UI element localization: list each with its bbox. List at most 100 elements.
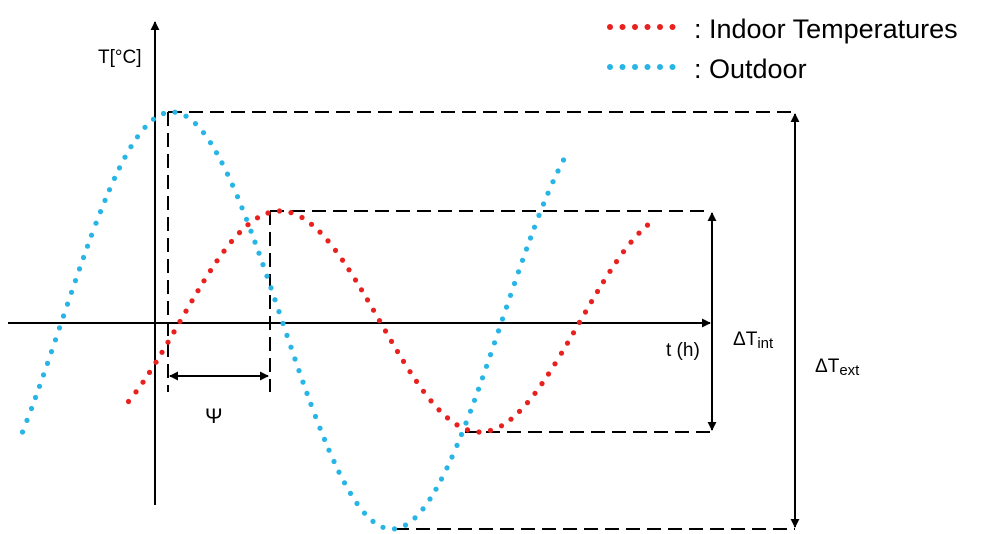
outdoor-curve-dot bbox=[60, 313, 67, 319]
outdoor-curve-dot bbox=[172, 109, 178, 115]
indoor-curve-dot bbox=[613, 259, 620, 265]
delta-ext-label: ΔText bbox=[815, 356, 860, 379]
outdoor-curve-dot bbox=[84, 243, 91, 249]
indoor-curve-dot bbox=[508, 416, 514, 422]
outdoor-curve-dot bbox=[380, 524, 386, 530]
outdoor-curve-dot bbox=[116, 165, 123, 171]
outdoor-curve-dot bbox=[545, 190, 551, 196]
outdoor-curve-dot bbox=[536, 212, 542, 218]
indoor-curve-dot bbox=[352, 277, 359, 283]
outdoor-curve-dot bbox=[503, 304, 510, 310]
outdoor-curve-dot bbox=[213, 150, 220, 156]
outdoor-curve-dot bbox=[515, 269, 522, 275]
indoor-curve-dot bbox=[400, 358, 407, 364]
indoor-curve-dot bbox=[394, 348, 401, 355]
indoor-curve-dot bbox=[516, 408, 523, 414]
outdoor-curve-dot bbox=[284, 332, 290, 338]
indoor-curve-dot bbox=[545, 371, 552, 377]
outdoor-curve-dot bbox=[19, 429, 26, 435]
outdoor-curve-dot bbox=[444, 465, 450, 471]
outdoor-curve-dot bbox=[402, 522, 409, 528]
outdoor-curve-dot bbox=[40, 372, 47, 378]
indoor-curve-dot bbox=[339, 257, 346, 263]
outdoor-curve-dot bbox=[531, 224, 538, 230]
legend: : Indoor Temperatures : Outdoor bbox=[607, 14, 958, 84]
indoor-curve-dot bbox=[588, 299, 595, 305]
outdoor-curve-dot bbox=[97, 209, 104, 215]
outdoor-curve-dot bbox=[248, 228, 254, 234]
outdoor-curve-dot bbox=[560, 157, 567, 163]
outdoor-curve-dot bbox=[76, 266, 83, 272]
indoor-curve-dot bbox=[177, 318, 183, 325]
indoor-curve-dot bbox=[245, 222, 251, 228]
outdoor-temperature-curve bbox=[19, 109, 567, 532]
outdoor-curve-dot bbox=[519, 257, 526, 263]
outdoor-curve-dot bbox=[272, 297, 278, 303]
indoor-curve-dot bbox=[636, 230, 642, 236]
outdoor-curve-dot bbox=[454, 442, 460, 448]
outdoor-curve-dot bbox=[111, 175, 118, 181]
indoor-curve-dot bbox=[539, 381, 545, 387]
outdoor-curve-dot bbox=[44, 360, 51, 366]
indoor-curve-dot bbox=[607, 268, 613, 274]
indoor-curve-dot bbox=[444, 415, 451, 421]
outdoor-curve-dot bbox=[300, 379, 306, 385]
outdoor-curve-dot bbox=[102, 197, 108, 203]
indoor-curve-dot bbox=[308, 221, 315, 227]
indoor-curve-dot bbox=[159, 349, 165, 355]
outdoor-curve-dot bbox=[224, 171, 231, 177]
indoor-curve-dot bbox=[576, 319, 583, 325]
indoor-curve-dot bbox=[552, 361, 558, 367]
indoor-curve-dot bbox=[125, 398, 132, 405]
outdoor-curve-dot bbox=[264, 273, 270, 279]
indoor-curve-dot bbox=[644, 222, 651, 228]
indoor-curve-dot bbox=[600, 279, 607, 285]
outdoor-curve-dot bbox=[192, 121, 199, 127]
outdoor-curve-dot bbox=[438, 476, 445, 482]
delta-ext-sub: ext bbox=[839, 362, 860, 379]
indoor-curve-dot bbox=[165, 339, 171, 345]
y-axis-label: T[°C] bbox=[98, 47, 141, 68]
outdoor-curve-dot bbox=[499, 316, 506, 322]
outdoor-curve-dot bbox=[256, 250, 262, 256]
indoor-curve-dot bbox=[454, 422, 460, 428]
indoor-curve-dot bbox=[524, 400, 531, 406]
outdoor-curve-dot bbox=[555, 168, 561, 174]
delta-ext-base: ΔT bbox=[815, 356, 840, 377]
indoor-curve-dot bbox=[370, 307, 377, 313]
delta-int-base: ΔT bbox=[733, 329, 758, 350]
indoor-curve-dot bbox=[420, 388, 427, 394]
indoor-curve-dot bbox=[346, 267, 352, 273]
outdoor-curve-dot bbox=[48, 349, 55, 355]
outdoor-curve-dot bbox=[420, 506, 426, 512]
indoor-curve-dot bbox=[133, 389, 139, 395]
outdoor-curve-dot bbox=[391, 526, 398, 532]
outdoor-curve-dot bbox=[88, 232, 95, 238]
indoor-curve-dot bbox=[195, 288, 201, 294]
phase-shift-label: Ψ bbox=[205, 405, 223, 428]
outdoor-curve-dot bbox=[336, 469, 342, 475]
outdoor-curve-dot bbox=[229, 182, 236, 188]
indoor-curve-dot bbox=[140, 379, 146, 385]
outdoor-curve-dot bbox=[483, 363, 490, 369]
x-axis-label: t (h) bbox=[666, 340, 700, 361]
indoor-curve-dot bbox=[146, 369, 153, 375]
legend-indoor-label: : Indoor Temperatures bbox=[694, 14, 958, 44]
outdoor-curve-dot bbox=[370, 518, 376, 525]
outdoor-curve-dot bbox=[24, 417, 30, 423]
indoor-curve-dot bbox=[325, 238, 331, 244]
outdoor-curve-dot bbox=[471, 397, 478, 403]
outdoor-curve-dot bbox=[523, 246, 530, 252]
outdoor-curve-dot bbox=[495, 328, 502, 334]
indoor-curve-dot bbox=[436, 407, 442, 413]
indoor-curve-dot bbox=[153, 359, 159, 365]
outdoor-curve-dot bbox=[507, 292, 514, 298]
indoor-curve-dot bbox=[487, 427, 494, 434]
outdoor-curve-dot bbox=[72, 278, 79, 284]
outdoor-curve-dot bbox=[243, 216, 250, 222]
outdoor-curve-dot bbox=[487, 352, 494, 358]
indoor-curve-dot bbox=[464, 427, 471, 433]
legend-outdoor-label: : Outdoor bbox=[694, 54, 807, 84]
indoor-curve-dot bbox=[288, 210, 294, 216]
indoor-curve-dot bbox=[189, 298, 195, 304]
